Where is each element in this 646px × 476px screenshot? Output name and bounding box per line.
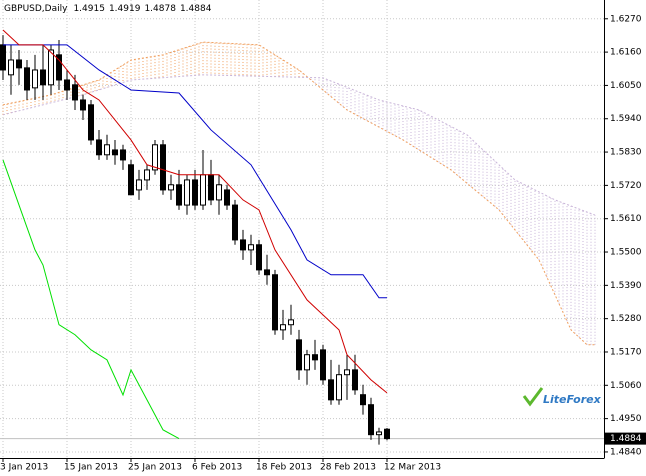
y-tick-label: 1.5170 [610,347,642,357]
y-tick-label: 1.6160 [610,48,642,58]
candle-body [144,169,150,181]
candle-body [16,59,22,69]
x-tick-label: 6 Feb 2013 [192,463,242,473]
y-tick-label: 1.5500 [610,248,642,258]
candle-body [240,239,246,251]
candle-body [336,374,342,401]
candle-body [120,149,126,161]
header-value: 1.4884 [180,4,212,14]
candle-body [184,179,190,206]
candle-body [248,244,254,251]
plot [0,29,596,445]
candle-body [328,379,334,401]
candle-body [368,404,374,436]
grid [0,0,604,458]
x-tick-label: 12 Mar 2013 [384,463,441,473]
y-tick-label: 1.5830 [610,148,642,158]
candle-body [88,104,94,141]
candle-body [280,324,286,331]
price-marker-label: 1.4884 [610,434,642,444]
indicator-line [2,74,596,216]
symbol: GBPUSD,Daily [4,4,68,14]
candle-body [224,189,230,206]
y-tick-label: 1.4950 [610,414,642,424]
candle-body [288,319,294,326]
candle-body [40,69,46,86]
candle-body [176,184,182,206]
y-tick-label: 1.5060 [610,381,642,391]
candle-body [360,394,366,406]
header-value: 1.4878 [144,4,176,14]
candle-body [312,354,318,361]
header-value: 1.4919 [109,4,141,14]
candle-body [320,349,326,381]
candle-body [344,369,350,376]
candle-body [72,84,78,101]
indicator-line [3,44,387,299]
y-tick-label: 1.5610 [610,214,642,224]
candle-body [128,164,134,196]
y-tick-label: 1.6270 [610,14,642,24]
x-tick-label: 18 Feb 2013 [256,463,312,473]
logo: LiteForex [522,387,602,407]
x-tick-label: 25 Jan 2013 [128,463,182,473]
candle-body [112,149,118,156]
candle-body [208,174,214,201]
candle-body [64,79,70,91]
candle-body [216,184,222,201]
candle-body [136,179,142,191]
indicator-line [2,29,388,394]
indicator-line [2,159,180,440]
x-tick-label: 3 Jan 2013 [0,463,48,473]
candle-body [104,144,110,156]
y-tick-label: 1.5720 [610,181,642,191]
candle-body [272,274,278,331]
candle-body [192,179,198,206]
candle-body [56,54,62,81]
candle-body [24,67,30,91]
y-tick-label: 1.4840 [610,447,642,457]
candle-body [80,99,86,111]
candle-body [384,428,390,440]
indicator-line [2,41,595,346]
candle-body [152,144,158,171]
candle-body [232,204,238,241]
candle-body [8,59,14,76]
candle-body [296,339,302,371]
candle-body [200,174,206,206]
candle-body [256,244,262,271]
x-tick-label: 15 Jan 2013 [64,463,118,473]
y-tick-label: 1.6050 [610,81,642,91]
candle-body [96,139,102,156]
chart-header: GBPUSD,Daily 1.4915 1.4919 1.4878 1.4884 [4,4,212,14]
candle-body [160,144,166,191]
candle-body [352,369,358,391]
candle-body [376,431,382,436]
price-marker [605,432,646,445]
candle-body [48,49,54,86]
candle-body [0,44,6,71]
candle-body [168,184,174,191]
candle-body [264,269,270,276]
x-tick-label: 28 Feb 2013 [320,463,376,473]
logo-check [522,387,544,407]
header-value: 1.4915 [73,4,105,14]
candle-body [32,69,38,89]
y-tick-label: 1.5940 [610,114,642,124]
y-tick-label: 1.5280 [610,314,642,324]
logo-text: LiteForex [543,393,602,406]
y-tick-label: 1.5390 [610,281,642,291]
candle-body [304,354,310,371]
